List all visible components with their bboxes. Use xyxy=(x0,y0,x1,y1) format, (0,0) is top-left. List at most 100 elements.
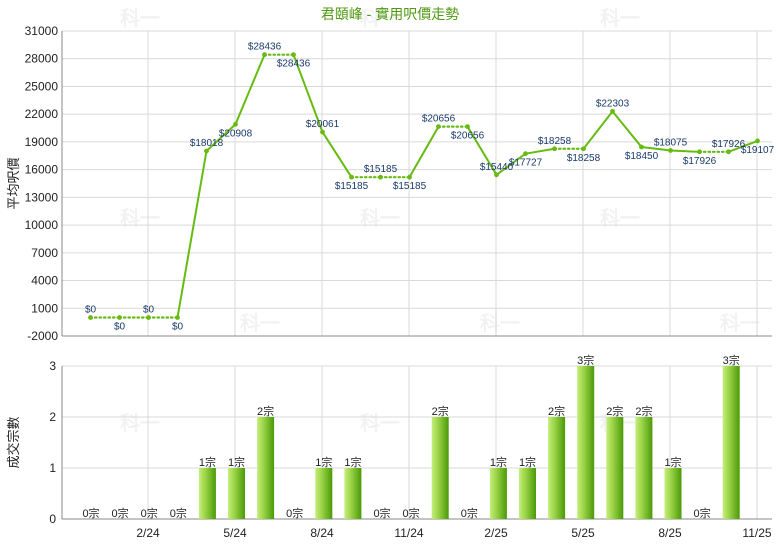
bar xyxy=(431,417,449,519)
data-point xyxy=(552,146,557,152)
data-point xyxy=(726,149,731,155)
data-label: $0 xyxy=(172,322,184,333)
bar xyxy=(228,468,245,519)
data-point xyxy=(291,52,296,58)
x-tick-label: 11/25 xyxy=(742,526,771,540)
series-segment xyxy=(292,53,324,134)
bar-label: 2宗 xyxy=(635,404,652,418)
series-segment xyxy=(321,131,353,179)
data-label: $19107 xyxy=(741,145,775,156)
data-point xyxy=(668,148,673,153)
series-segment xyxy=(205,123,237,152)
y-tick-label: 10000 xyxy=(25,218,59,232)
y-tick-label: 25000 xyxy=(25,79,59,93)
data-point xyxy=(465,124,470,130)
series-segment xyxy=(727,139,759,153)
y-axis-label: 平均呎價 xyxy=(6,157,21,209)
x-tick-label: 8/25 xyxy=(658,526,682,540)
data-point xyxy=(262,52,267,58)
bar-label: 1宗 xyxy=(664,455,681,469)
bar xyxy=(664,468,682,519)
data-label: $15185 xyxy=(364,164,398,175)
y-tick-label: 0 xyxy=(49,512,56,526)
watermark-text: 科一 xyxy=(360,206,400,230)
bar-label: 1宗 xyxy=(490,455,507,469)
data-label: $0 xyxy=(114,322,126,333)
x-tick-label: 2/25 xyxy=(484,526,508,540)
data-label: $28436 xyxy=(277,59,311,70)
watermark-text: 科一 xyxy=(240,311,280,335)
y-tick-label: 7000 xyxy=(31,246,58,260)
price-chart: 31000 28000 25000 22000 19000 16000 13000 10000… xyxy=(6,24,775,343)
bar-label: 0宗 xyxy=(694,506,711,520)
x-tick-label: 8/24 xyxy=(310,526,334,540)
bar xyxy=(257,417,275,519)
bar-label: 1宗 xyxy=(519,455,536,469)
data-label: $18258 xyxy=(567,153,601,164)
bar-label: 0宗 xyxy=(286,506,303,520)
data-point xyxy=(320,129,325,135)
data-point xyxy=(755,138,760,144)
x-tick-label: 2/24 xyxy=(136,526,160,540)
data-label: $15185 xyxy=(393,181,427,192)
series-segment xyxy=(669,149,701,153)
data-label: $20908 xyxy=(219,128,253,139)
data-label: $18075 xyxy=(654,137,688,148)
data-label: $0 xyxy=(143,305,155,316)
watermark-text: 科一 xyxy=(720,311,760,335)
bar-label: 1宗 xyxy=(315,455,332,469)
data-point xyxy=(349,174,354,180)
data-label: $20656 xyxy=(451,131,485,142)
data-point xyxy=(639,144,644,150)
series-segment xyxy=(495,152,527,176)
bar-label: 3宗 xyxy=(577,353,594,367)
data-point xyxy=(378,174,383,180)
watermark-text: 科一 xyxy=(120,6,160,30)
data-point xyxy=(697,149,702,155)
series-segment xyxy=(611,110,643,148)
data-point xyxy=(117,315,122,320)
y-tick-label: -2000 xyxy=(27,329,58,343)
bar-label: 0宗 xyxy=(373,506,390,520)
bar-label: 0宗 xyxy=(112,506,129,520)
watermark-text: 科一 xyxy=(120,206,160,230)
data-label: $18258 xyxy=(538,136,572,147)
bar-label: 2宗 xyxy=(432,404,449,418)
y-tick-label: 13000 xyxy=(25,190,59,204)
y-tick-label: 19000 xyxy=(25,135,59,149)
bar-label: 1宗 xyxy=(228,455,245,469)
data-label: $15440 xyxy=(480,162,514,173)
bar xyxy=(577,366,595,519)
data-point xyxy=(204,148,209,154)
data-point xyxy=(610,108,615,114)
data-label: $17926 xyxy=(712,139,746,150)
bar xyxy=(344,468,362,519)
x-tick-label: 5/25 xyxy=(571,526,595,540)
series-segment xyxy=(176,149,208,319)
bar xyxy=(519,468,536,519)
watermark-text: 科一 xyxy=(480,311,520,335)
data-point xyxy=(175,315,180,320)
watermark-text: 科一 xyxy=(360,411,400,435)
bar-label: 2宗 xyxy=(548,404,565,418)
bar xyxy=(315,468,333,519)
bar xyxy=(635,417,653,519)
bar-label: 1宗 xyxy=(344,455,361,469)
data-label: $18450 xyxy=(625,151,659,162)
bar xyxy=(548,417,566,519)
bar-label: 3宗 xyxy=(723,353,740,367)
bar-label: 0宗 xyxy=(461,506,478,520)
y-tick-label: 22000 xyxy=(25,107,59,121)
series-segment xyxy=(466,125,498,176)
series-segment xyxy=(524,147,556,155)
y-tick-label: 31000 xyxy=(25,24,59,38)
series-segment xyxy=(234,53,266,126)
y-tick-label: 1000 xyxy=(31,301,58,315)
data-point xyxy=(436,124,441,130)
series-segment xyxy=(582,110,614,150)
data-label: $17926 xyxy=(683,156,717,167)
watermark-text: 科一 xyxy=(600,6,640,30)
watermark-text: 科一 xyxy=(600,206,640,230)
bar xyxy=(198,468,216,519)
data-label: $20061 xyxy=(306,119,340,130)
